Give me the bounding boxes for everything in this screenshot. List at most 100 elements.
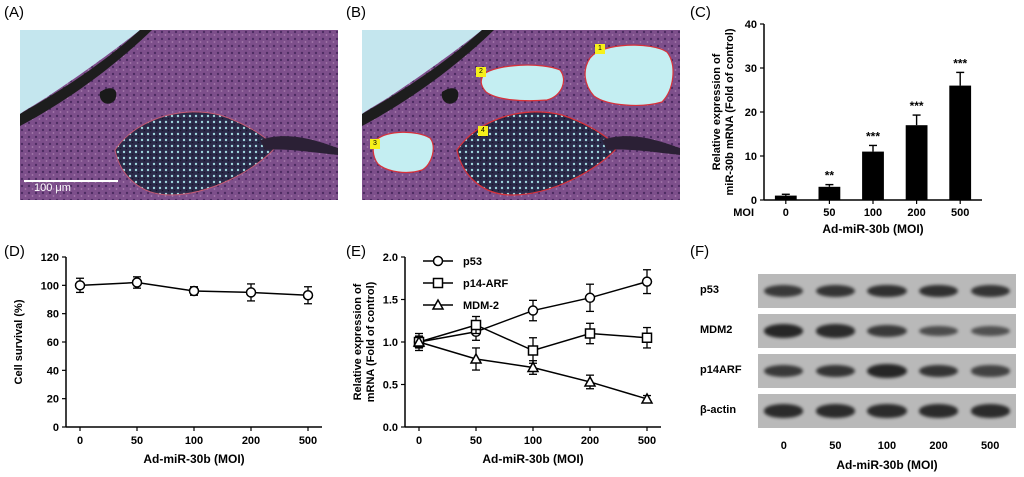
blot-band (970, 284, 1010, 298)
significance-mark: *** (953, 56, 967, 70)
blot-row-label: MDM2 (700, 324, 733, 336)
significance-mark: *** (910, 99, 924, 113)
x-axis-label: Ad-miR-30b (MOI) (822, 222, 923, 236)
y-tick-label: 100 (41, 280, 59, 292)
y-axis-label: Relative expression of (352, 283, 364, 400)
data-point (584, 292, 596, 304)
significance-mark: *** (866, 129, 880, 143)
blot-band (867, 284, 907, 298)
x-tick-label: 100 (185, 435, 203, 447)
y-tick-label: 1.5 (383, 295, 398, 307)
blot-band (867, 364, 907, 378)
data-point (412, 335, 426, 347)
x-tick-label: 200 (242, 435, 260, 447)
blot-band (867, 325, 907, 337)
x-tick-label: 100 (524, 435, 542, 447)
western-blot: p53 MDM2 p14ARF β-actin 0 50 100 200 500 Ad-miR-3… (690, 270, 1020, 475)
data-point (584, 328, 596, 339)
data-point (131, 277, 143, 288)
chart-d-line: 0 20 40 60 80 100 120 0 50 100 200 500 Ad-miR-30b (M… (13, 252, 322, 466)
y-tick-label: 30 (745, 63, 757, 75)
x-tick-label: 100 (864, 207, 882, 219)
y-tick-label: 20 (745, 107, 757, 119)
y-tick-label: 1.0 (383, 337, 398, 349)
y-tick-label: 0.0 (383, 422, 398, 434)
data-point (641, 332, 653, 343)
bar (818, 186, 841, 200)
blot-band (970, 326, 1010, 336)
x-tick-label: 200 (581, 435, 599, 447)
y-tick-label: 0 (53, 422, 59, 434)
y-axis-label-group: Relative expression of miR-30b mRNA (Fold… (711, 28, 736, 195)
x-tick-label: 500 (299, 435, 317, 447)
blot-band (970, 404, 1010, 418)
x-tick-label: 50 (823, 207, 835, 219)
data-point (640, 392, 654, 404)
y-axis-label: Relative expression of (711, 53, 723, 170)
y-tick-label: 40 (745, 19, 757, 31)
region-tag-3: 3 (370, 139, 380, 149)
y-tick-label: 120 (41, 252, 59, 264)
data-point (526, 360, 540, 373)
bar (862, 151, 884, 200)
x-tick-title: MOI (733, 207, 754, 219)
blot-band (764, 404, 804, 418)
y-tick-label: 80 (47, 309, 59, 321)
y-tick-label: 60 (47, 337, 59, 349)
blot-band (918, 404, 959, 418)
blot-lane-label: 500 (981, 440, 1000, 452)
significance-mark: ** (825, 169, 835, 183)
blot-lane-label: 200 (929, 440, 948, 452)
blot-band (918, 325, 959, 337)
blot-band (815, 364, 855, 378)
panel-label-c: (C) (690, 4, 711, 21)
blot-band (918, 284, 959, 298)
data-point (431, 298, 445, 310)
blot-x-axis-label: Ad-miR-30b (MOI) (836, 458, 938, 472)
region-tag-4: 4 (478, 126, 488, 136)
blot-band (815, 324, 855, 338)
y-axis-label: miR-30b mRNA (Fold of control) (724, 28, 736, 195)
blot-band (918, 364, 959, 378)
blot-band (815, 284, 855, 298)
data-point (245, 287, 257, 298)
panel-label-f: (F) (690, 243, 710, 260)
blot-band (764, 285, 804, 297)
panel-label-a: (A) (4, 4, 24, 21)
data-point (432, 255, 444, 267)
y-axis-label: mRNA (Fold of control) (365, 281, 377, 402)
blot-row-label: β-actin (700, 404, 737, 416)
region-tag-1: 1 (595, 44, 605, 54)
data-point (469, 352, 483, 364)
x-tick-label: 50 (470, 435, 482, 447)
data-point (583, 375, 597, 387)
x-tick-label: 200 (907, 207, 925, 219)
legend-label: p14-ARF (463, 278, 509, 290)
y-axis-label: Cell survival (%) (13, 299, 25, 384)
blot-band (867, 404, 907, 418)
region-tag-2: 2 (476, 67, 486, 77)
data-point (641, 276, 653, 287)
x-tick-label: 0 (77, 435, 83, 447)
chart-e-line: 0.0 0.5 1.0 1.5 2.0 0 50 100 200 500 Ad-miR-30b (M… (352, 252, 661, 466)
x-axis-label: Ad-miR-30b (MOI) (143, 452, 244, 466)
blot-row-label: p14ARF (700, 364, 742, 376)
scale-bar-label: 100 μm (34, 182, 71, 194)
data-point (188, 285, 200, 297)
blot-row-label: p53 (700, 284, 719, 296)
micrograph-b: 1 2 3 4 (362, 30, 680, 200)
y-axis-label-group: Relative expression of mRNA (Fold of cont… (352, 281, 377, 402)
x-tick-label: 500 (951, 207, 969, 219)
y-tick-label: 40 (47, 365, 59, 377)
blot-lane-label: 100 (877, 440, 897, 452)
x-tick-label: 0 (783, 207, 789, 219)
y-axis-label-group: Cell survival (%) (13, 299, 25, 384)
blot-band (764, 324, 804, 338)
micrograph-a: 100 μm (20, 30, 338, 200)
blot-band (764, 365, 804, 377)
panel-label-d: (D) (4, 243, 25, 260)
chart-c-bar: 0 10 20 30 40 0 ** 50 *** 100 *** 200 *** 500 MOI Ad-mi… (711, 19, 982, 236)
x-axis-label: Ad-miR-30b (MOI) (482, 452, 583, 466)
data-point (74, 280, 86, 291)
y-tick-label: 0.5 (383, 380, 398, 392)
